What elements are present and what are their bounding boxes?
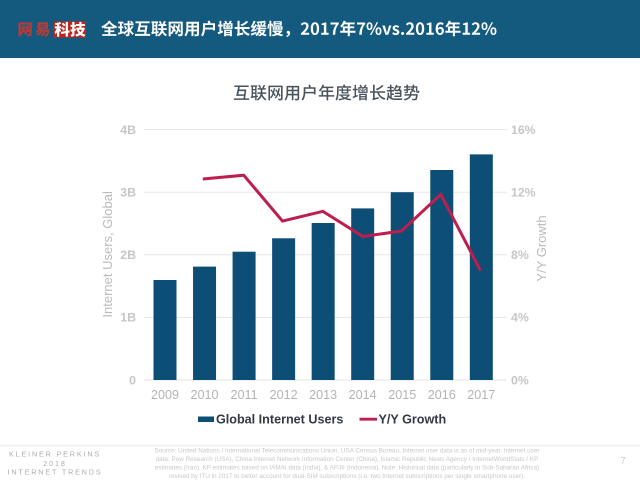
- svg-text:7: 7: [621, 456, 626, 467]
- svg-text:8%: 8%: [511, 248, 529, 262]
- svg-text:2013: 2013: [309, 388, 337, 402]
- svg-text:2009: 2009: [151, 388, 179, 402]
- svg-text:2017: 2017: [467, 388, 495, 402]
- svg-text:data: Pew Research (USA), Chin: data: Pew Research (USA), China Internet…: [156, 456, 539, 463]
- svg-text:3B: 3B: [120, 186, 136, 200]
- svg-text:2016: 2016: [428, 388, 456, 402]
- svg-text:Y/Y Growth: Y/Y Growth: [379, 413, 447, 427]
- svg-text:KLEINER PERKINS: KLEINER PERKINS: [9, 450, 101, 459]
- svg-text:estimates (Iran), KP estimates: estimates (Iran), KP estimates based on …: [155, 465, 539, 472]
- svg-text:2B: 2B: [120, 248, 136, 262]
- svg-text:4%: 4%: [511, 311, 529, 325]
- svg-text:0: 0: [129, 373, 136, 387]
- svg-text:1B: 1B: [120, 311, 136, 325]
- svg-text:2010: 2010: [191, 388, 219, 402]
- svg-text:2014: 2014: [349, 388, 377, 402]
- svg-text:Y/Y Growth: Y/Y Growth: [534, 215, 549, 281]
- svg-text:12%: 12%: [511, 186, 536, 200]
- svg-text:2018: 2018: [43, 459, 66, 468]
- svg-text:Source: United Nations / Inter: Source: United Nations / International T…: [155, 448, 540, 455]
- svg-text:16%: 16%: [511, 123, 536, 137]
- svg-text:revised by ITU in 2017 to bett: revised by ITU in 2017 to better account…: [169, 473, 525, 480]
- svg-text:Global Internet Users: Global Internet Users: [216, 413, 343, 427]
- svg-text:INTERNET TRENDS: INTERNET TRENDS: [8, 468, 103, 477]
- svg-text:4B: 4B: [120, 123, 136, 137]
- svg-text:2015: 2015: [388, 388, 416, 402]
- svg-text:Internet Users, Global: Internet Users, Global: [100, 191, 115, 318]
- svg-text:2011: 2011: [231, 388, 258, 402]
- svg-text:2012: 2012: [270, 388, 298, 402]
- svg-text:0%: 0%: [511, 373, 529, 387]
